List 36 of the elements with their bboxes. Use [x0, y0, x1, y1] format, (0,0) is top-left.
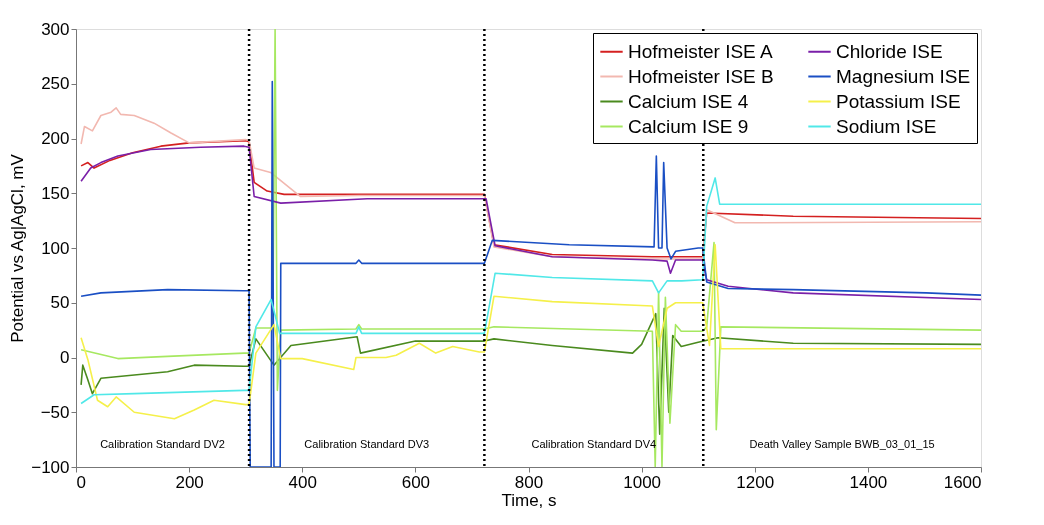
y-tick-label: 200	[41, 129, 70, 148]
y-tick-label: 150	[41, 183, 70, 203]
x-tick-label: 1200	[736, 472, 775, 492]
x-axis-title: Time, s	[501, 490, 557, 510]
annotation: Death Valley Sample BWB_03_01_15	[749, 438, 935, 450]
annotation: Calibration Standard DV3	[304, 438, 430, 450]
legend-label: Calcium ISE 4	[628, 90, 749, 112]
legend-label: Hofmeister ISE B	[628, 65, 774, 87]
legend-label: Chloride ISE	[836, 40, 943, 62]
x-tick-label: 1400	[849, 472, 888, 492]
y-tick-label: −50	[40, 402, 70, 422]
y-tick-label: 300	[41, 19, 70, 39]
line-series	[80, 145, 981, 301]
y-tick-label: 100	[41, 238, 70, 258]
y-tick-label: 250	[41, 74, 70, 94]
x-tick-label: 600	[401, 472, 431, 492]
y-tick-label: 50	[50, 293, 70, 313]
y-axis-title: Potential vs Ag|AgCl, mV	[8, 153, 28, 343]
line-series	[80, 107, 981, 260]
x-tick-label: 0	[76, 472, 86, 492]
legend-label: Calcium ISE 9	[628, 115, 749, 137]
legend-label: Hofmeister ISE A	[628, 40, 773, 62]
line-series	[80, 177, 981, 405]
x-tick-label: 800	[514, 472, 544, 492]
line-series	[80, 243, 981, 420]
legend-label: Magnesium ISE	[836, 65, 971, 87]
x-tick-label: 1000	[623, 472, 662, 492]
legend-label: Potassium ISE	[836, 90, 961, 112]
x-tick-label: 1600	[943, 472, 982, 492]
x-tick-label: 400	[288, 472, 317, 492]
y-tick-label: −100	[31, 457, 70, 477]
y-tick-label: 0	[60, 348, 70, 367]
annotation: Calibration Standard DV2	[100, 438, 225, 450]
line-series	[80, 307, 981, 435]
x-tick-label: 200	[175, 472, 204, 492]
legend-label: Sodium ISE	[836, 115, 937, 137]
